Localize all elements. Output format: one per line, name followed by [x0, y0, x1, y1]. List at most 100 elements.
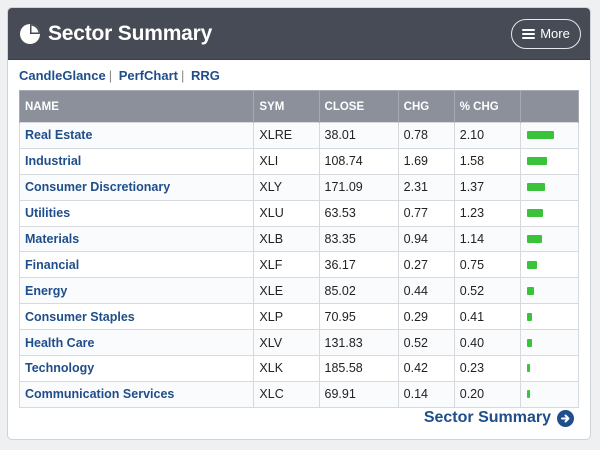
- close-cell: 108.74: [318, 147, 399, 175]
- pct-change-cell: 0.52: [453, 277, 521, 305]
- sector-name-cell: Communication Services: [18, 380, 255, 408]
- sector-summary-link[interactable]: Sector Summary: [424, 409, 574, 427]
- more-button-label: More: [540, 26, 570, 41]
- table-header-row: NAME SYM CLOSE CHG % CHG: [18, 90, 580, 123]
- change-cell: 0.42: [397, 355, 455, 382]
- close-cell: 63.53: [318, 199, 399, 227]
- symbol-cell: XLC: [253, 380, 320, 408]
- table-row: Technology XLK 185.58 0.42 0.23: [18, 355, 580, 382]
- performance-bar: [526, 286, 534, 295]
- performance-bar: [526, 157, 547, 166]
- pct-change-cell: 1.14: [453, 225, 521, 253]
- arrow-right-circle-icon: [557, 409, 574, 427]
- sector-summary-widget: Sector Summary More CandleGlance | PerfCh…: [7, 7, 591, 440]
- sector-name-cell: Materials: [18, 225, 255, 253]
- symbol-cell: XLV: [253, 329, 320, 357]
- sector-name-cell: Financial: [18, 251, 255, 279]
- sector-name-link[interactable]: Technology: [25, 361, 95, 376]
- col-close-header: CLOSE: [318, 90, 399, 123]
- perfchart-link[interactable]: PerfChart: [118, 68, 178, 83]
- performance-bar: [526, 364, 530, 373]
- widget-title: Sector Summary: [48, 21, 213, 45]
- col-name-header: NAME: [18, 90, 255, 123]
- pct-change-cell: 0.40: [453, 329, 521, 357]
- link-separator: |: [108, 68, 113, 83]
- performance-bar: [526, 209, 543, 218]
- rrg-link[interactable]: RRG: [190, 68, 220, 83]
- performance-bar-cell: [519, 199, 580, 227]
- close-cell: 131.83: [318, 329, 399, 357]
- change-cell: 0.14: [397, 380, 455, 408]
- sector-name-cell: Energy: [18, 277, 255, 305]
- col-bar-header: [519, 90, 580, 123]
- performance-bar-cell: [519, 303, 580, 331]
- sector-name-link[interactable]: Industrial: [25, 154, 82, 169]
- performance-bar: [526, 260, 537, 269]
- sector-name-link[interactable]: Health Care: [25, 335, 95, 350]
- link-separator: |: [180, 68, 185, 83]
- close-cell: 69.91: [318, 380, 399, 408]
- sector-name-link[interactable]: Consumer Staples: [25, 309, 135, 324]
- performance-bar-cell: [519, 173, 580, 201]
- pct-change-cell: 1.58: [453, 147, 521, 175]
- pct-change-cell: 0.41: [453, 303, 521, 331]
- sector-name-link[interactable]: Financial: [25, 257, 80, 272]
- change-cell: 0.52: [397, 329, 455, 357]
- performance-bar-cell: [519, 277, 580, 305]
- table-row: Financial XLF 36.17 0.27 0.75: [18, 251, 580, 279]
- performance-bar-cell: [519, 380, 580, 408]
- symbol-cell: XLI: [253, 147, 320, 175]
- more-button[interactable]: More: [511, 18, 581, 49]
- performance-bar-cell: [519, 122, 580, 149]
- col-pct-chg-header: % CHG: [453, 90, 521, 123]
- pct-change-cell: 2.10: [453, 122, 521, 149]
- pie-chart-icon: [19, 23, 41, 45]
- performance-bar: [526, 235, 542, 243]
- pct-change-cell: 0.23: [453, 355, 521, 382]
- close-cell: 171.09: [318, 173, 399, 201]
- pct-change-cell: 1.23: [453, 199, 521, 227]
- performance-bar: [526, 183, 545, 192]
- performance-bar-cell: [519, 147, 580, 175]
- sector-name-link[interactable]: Communication Services: [25, 387, 175, 402]
- sector-name-link[interactable]: Real Estate: [25, 128, 93, 143]
- sector-name-cell: Consumer Staples: [18, 303, 255, 331]
- sector-name-link[interactable]: Energy: [25, 283, 68, 298]
- candleglance-link[interactable]: CandleGlance: [19, 68, 106, 83]
- table-row: Energy XLE 85.02 0.44 0.52: [18, 277, 580, 305]
- table-row: Consumer Staples XLP 70.95 0.29 0.41: [18, 303, 580, 331]
- change-cell: 2.31: [397, 173, 455, 201]
- close-cell: 38.01: [318, 122, 399, 149]
- col-chg-header: CHG: [397, 90, 455, 123]
- close-cell: 85.02: [318, 277, 399, 305]
- change-cell: 1.69: [397, 147, 455, 175]
- sector-name-cell: Real Estate: [18, 122, 255, 149]
- sector-name-cell: Utilities: [18, 199, 255, 227]
- symbol-cell: XLY: [253, 173, 320, 201]
- sector-name-link[interactable]: Consumer Discretionary: [25, 180, 171, 195]
- close-cell: 70.95: [318, 303, 399, 331]
- performance-bar: [526, 312, 532, 321]
- performance-bar: [526, 390, 530, 399]
- widget-header: Sector Summary More: [8, 8, 590, 60]
- table-row: Utilities XLU 63.53 0.77 1.23: [18, 199, 580, 227]
- change-cell: 0.77: [397, 199, 455, 227]
- sector-name-link[interactable]: Utilities: [25, 206, 71, 221]
- close-cell: 36.17: [318, 251, 399, 279]
- table-row: Health Care XLV 131.83 0.52 0.40: [18, 329, 580, 357]
- sector-name-cell: Health Care: [18, 329, 255, 357]
- performance-bar: [526, 338, 532, 347]
- symbol-cell: XLU: [253, 199, 320, 227]
- table-row: Communication Services XLC 69.91 0.14 0.20: [18, 380, 580, 408]
- symbol-cell: XLP: [253, 303, 320, 331]
- change-cell: 0.78: [397, 122, 455, 149]
- symbol-cell: XLB: [253, 225, 320, 253]
- footer-link-label: Sector Summary: [423, 409, 551, 426]
- close-cell: 185.58: [318, 355, 399, 382]
- change-cell: 0.44: [397, 277, 455, 305]
- chart-links: CandleGlance | PerfChart | RRG: [8, 60, 590, 90]
- symbol-cell: XLRE: [253, 122, 320, 149]
- sector-name-link[interactable]: Materials: [25, 232, 80, 246]
- symbol-cell: XLK: [253, 355, 320, 382]
- table-row: Industrial XLI 108.74 1.69 1.58: [18, 147, 580, 175]
